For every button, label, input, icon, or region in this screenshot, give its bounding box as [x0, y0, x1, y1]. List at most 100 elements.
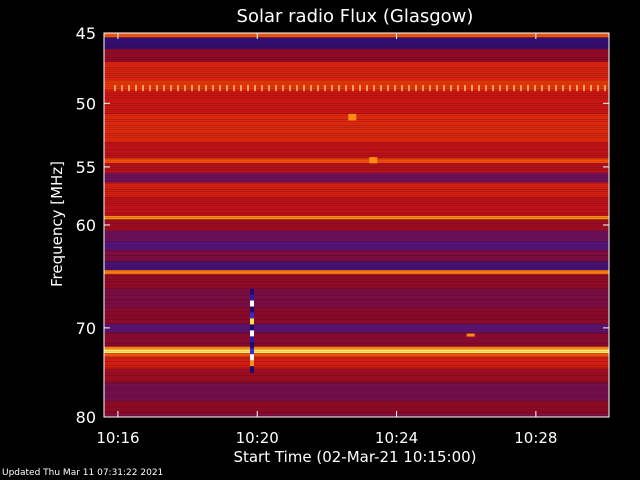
- texture-line: [104, 373, 609, 374]
- interference-dot: [296, 85, 298, 92]
- texture-line: [104, 191, 609, 192]
- texture-line: [104, 349, 609, 350]
- texture-line: [104, 207, 609, 208]
- texture-line: [104, 175, 609, 176]
- texture-line: [104, 105, 609, 106]
- texture-line: [104, 229, 609, 230]
- texture-line: [104, 297, 609, 298]
- interference-dot: [527, 85, 529, 92]
- texture-line: [104, 313, 609, 314]
- interference-dot: [156, 85, 158, 92]
- texture-line: [104, 49, 609, 50]
- interference-dot: [282, 85, 284, 92]
- interference-dot: [205, 85, 207, 92]
- texture-line: [104, 243, 609, 244]
- texture-line: [104, 189, 609, 190]
- interference-dot: [555, 85, 557, 92]
- interference-dot: [408, 85, 410, 92]
- texture-line: [104, 133, 609, 134]
- frequency-band: [104, 308, 609, 325]
- texture-line: [104, 143, 609, 144]
- texture-line: [104, 95, 609, 96]
- texture-line: [104, 131, 609, 132]
- interference-dot: [310, 85, 312, 92]
- texture-line: [104, 303, 609, 304]
- y-tick-label: 55: [76, 158, 96, 177]
- frequency-band: [104, 353, 609, 357]
- interference-dot: [499, 85, 501, 92]
- interference-dot: [464, 85, 466, 92]
- texture-line: [104, 287, 609, 288]
- texture-line: [104, 391, 609, 392]
- texture-line: [104, 345, 609, 346]
- texture-line: [104, 363, 609, 364]
- interference-dot: [247, 85, 249, 92]
- texture-line: [104, 59, 609, 60]
- texture-line: [104, 379, 609, 380]
- texture-line: [104, 179, 609, 180]
- texture-line: [104, 411, 609, 412]
- frequency-band: [104, 216, 609, 220]
- texture-line: [104, 225, 609, 226]
- frequency-band: [104, 89, 609, 114]
- burst-segment: [250, 324, 255, 331]
- texture-line: [104, 205, 609, 206]
- texture-line: [104, 335, 609, 336]
- frequency-band: [104, 382, 609, 401]
- chart-title: Solar radio Flux (Glasgow): [237, 6, 474, 27]
- texture-line: [104, 121, 609, 122]
- texture-line: [104, 405, 609, 406]
- interference-dot: [415, 85, 417, 92]
- texture-line: [104, 237, 609, 238]
- texture-line: [104, 291, 609, 292]
- y-tick-label: 45: [76, 24, 96, 43]
- interference-dot: [401, 85, 403, 92]
- interference-dot: [366, 85, 368, 92]
- texture-line: [104, 261, 609, 262]
- texture-line: [104, 281, 609, 282]
- texture-line: [104, 41, 609, 42]
- x-tick-label: 10:24: [375, 429, 418, 447]
- interference-dot: [184, 85, 186, 92]
- texture-line: [104, 123, 609, 124]
- texture-line: [104, 259, 609, 260]
- texture-line: [104, 361, 609, 362]
- texture-line: [104, 211, 609, 212]
- interference-dot: [429, 85, 431, 92]
- texture-line: [104, 37, 609, 38]
- texture-line: [104, 77, 609, 78]
- interference-dot: [226, 85, 228, 92]
- frequency-band: [104, 219, 609, 231]
- frequency-band: [104, 288, 609, 309]
- interference-dot: [380, 85, 382, 92]
- texture-line: [104, 263, 609, 264]
- interference-dot: [275, 85, 277, 92]
- texture-line: [104, 223, 609, 224]
- texture-line: [104, 57, 609, 58]
- texture-line: [104, 195, 609, 196]
- frequency-band: [104, 163, 609, 173]
- frequency-band: [104, 113, 609, 143]
- texture-line: [104, 255, 609, 256]
- texture-line: [104, 305, 609, 306]
- interference-dot: [450, 85, 452, 92]
- texture-line: [104, 253, 609, 254]
- burst-segment: [250, 348, 255, 355]
- texture-line: [104, 157, 609, 158]
- texture-line: [104, 45, 609, 46]
- texture-line: [104, 83, 609, 84]
- texture-line: [104, 323, 609, 324]
- frequency-band: [104, 356, 609, 369]
- texture-line: [104, 241, 609, 242]
- frequency-band: [104, 270, 609, 275]
- texture-line: [104, 395, 609, 396]
- texture-line: [104, 149, 609, 150]
- interference-dot: [191, 85, 193, 92]
- texture-line: [104, 359, 609, 360]
- texture-line: [104, 69, 609, 70]
- texture-line: [104, 339, 609, 340]
- texture-line: [104, 99, 609, 100]
- interference-dot: [583, 85, 585, 92]
- frequency-band: [104, 49, 609, 63]
- texture-line: [104, 317, 609, 318]
